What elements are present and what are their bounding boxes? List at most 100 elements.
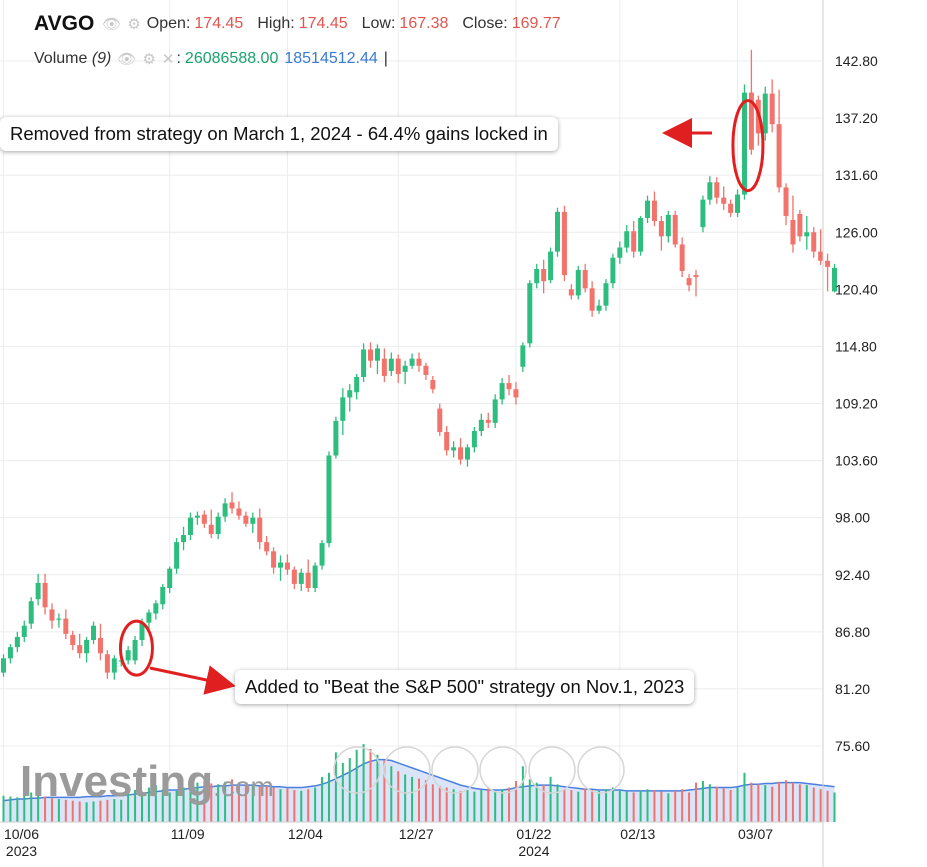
candle-body	[679, 244, 685, 271]
chart-tool-button	[383, 746, 431, 794]
candle	[596, 299, 602, 314]
candle	[458, 438, 464, 465]
candle-body	[582, 269, 588, 289]
x-tick-label: 10/06	[4, 826, 39, 842]
candle	[347, 384, 353, 412]
candle-body	[741, 92, 747, 195]
volume-bar	[701, 781, 704, 822]
volume-value: 26086588.00	[184, 50, 279, 67]
y-tick-label: 126.00	[835, 224, 878, 240]
candle-body	[541, 268, 547, 282]
candle	[278, 555, 283, 581]
volume-bar	[563, 789, 566, 822]
candle	[464, 444, 470, 467]
candle	[638, 215, 644, 256]
investing-logo: Investing.com	[20, 757, 274, 806]
candle	[485, 412, 491, 428]
volume-bar	[681, 789, 684, 822]
y-tick-label: 98.00	[835, 510, 870, 526]
volume-bar	[632, 792, 635, 822]
volume-bar	[175, 790, 178, 822]
candle	[832, 263, 837, 293]
candle	[222, 498, 228, 522]
candle-body	[402, 365, 408, 372]
candle-body	[783, 187, 789, 216]
candle-body	[437, 408, 443, 433]
volume-bar	[667, 793, 670, 822]
y-tick-label: 142.80	[835, 53, 878, 69]
candle-body	[804, 232, 810, 237]
gear-icon[interactable]: ⚙	[142, 51, 156, 68]
candle	[132, 635, 138, 665]
candle-body	[14, 636, 20, 648]
volume-bar	[695, 782, 697, 822]
candle	[1, 654, 6, 677]
candle-body	[416, 358, 422, 366]
candle	[42, 573, 48, 615]
volume-bar	[549, 776, 552, 822]
volume-bar	[369, 749, 372, 822]
plot-area	[0, 0, 837, 822]
candle	[672, 210, 678, 248]
removed-annotation: Removed from strategy on March 1, 2024 -…	[0, 117, 558, 151]
eye-icon[interactable]: 👁	[117, 51, 137, 68]
candle-body	[728, 203, 734, 213]
x-tick-label: 12/27	[399, 826, 434, 842]
candle	[686, 274, 692, 292]
candle-body	[42, 582, 48, 608]
y-tick-label: 131.60	[835, 167, 878, 183]
candle-body	[21, 625, 27, 637]
volume-bar	[639, 790, 642, 822]
arrow-to-added-callout	[149, 665, 236, 695]
candle	[444, 425, 450, 456]
volume-bar	[743, 772, 746, 822]
candle	[63, 609, 69, 639]
volume-bar	[508, 787, 511, 822]
candle-body	[340, 397, 346, 421]
candle	[340, 388, 346, 436]
candle-body	[111, 658, 117, 673]
candle	[167, 566, 173, 594]
y-tick-label: 103.60	[835, 453, 878, 469]
candle-body	[506, 383, 512, 390]
candle	[735, 189, 741, 217]
candle	[555, 207, 560, 257]
candle	[374, 344, 380, 374]
volume-bar	[812, 787, 815, 822]
eye-icon[interactable]: 👁	[102, 16, 122, 33]
y-tick-label: 81.20	[835, 681, 870, 697]
candle-body	[194, 515, 200, 518]
candle-body	[229, 502, 235, 509]
candle	[610, 253, 616, 289]
candle-body	[548, 251, 554, 281]
volume-bar	[411, 776, 414, 822]
candle-body	[686, 278, 692, 286]
volume-bar	[92, 801, 95, 822]
candle-body	[187, 517, 193, 535]
candle	[361, 343, 367, 383]
candle-body	[215, 516, 221, 534]
chart-tool-button	[431, 746, 479, 794]
x-tick-label: 03/07	[738, 826, 773, 842]
volume-bar	[688, 792, 691, 822]
candle-body	[1, 658, 6, 673]
candle	[402, 360, 408, 385]
candle-body	[700, 199, 706, 228]
candle	[679, 237, 685, 278]
gear-icon[interactable]: ⚙	[127, 16, 141, 33]
close-icon[interactable]: ✕	[161, 51, 175, 68]
volume-bar	[778, 781, 781, 822]
candle	[790, 195, 796, 253]
candle-body	[811, 232, 817, 252]
candle-body	[561, 211, 567, 276]
volume-bar	[9, 796, 12, 822]
candle-body	[222, 503, 228, 517]
candle-body	[610, 257, 616, 284]
candle-body	[451, 447, 457, 451]
candle-body	[250, 517, 256, 524]
candle-body	[444, 432, 450, 451]
candle	[582, 263, 588, 293]
candle-body	[368, 349, 374, 361]
candle	[776, 89, 782, 193]
y-tick-label: 137.20	[835, 110, 878, 126]
